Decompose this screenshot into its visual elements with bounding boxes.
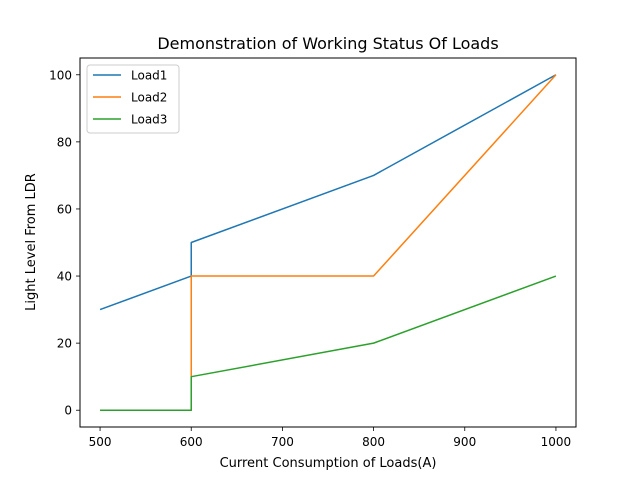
x-tick-label: 1000 — [541, 435, 572, 449]
y-tick-label: 20 — [57, 337, 72, 351]
legend-label-load1: Load1 — [131, 69, 167, 83]
y-tick-label: 0 — [64, 404, 72, 418]
y-tick-label: 80 — [57, 135, 72, 149]
y-axis-label: Light Level From LDR — [24, 173, 39, 311]
x-tick-label: 500 — [89, 435, 112, 449]
x-tick-label: 600 — [180, 435, 203, 449]
x-tick-label: 900 — [453, 435, 476, 449]
y-axis-ticks: 0 20 40 60 80 100 — [49, 68, 80, 418]
y-tick-label: 100 — [49, 68, 72, 82]
axes-frame — [79, 57, 577, 428]
plot-area — [99, 74, 557, 411]
x-axis-ticks: 500 600 700 800 900 1000 — [89, 427, 572, 449]
series-line-load3 — [100, 275, 557, 411]
legend-box — [86, 64, 180, 134]
chart-title: Demonstration of Working Status Of Loads — [157, 34, 498, 53]
legend: Load1 Load2 Load3 — [86, 64, 180, 134]
x-tick-label: 800 — [362, 435, 385, 449]
legend-label-load3: Load3 — [131, 113, 167, 127]
y-tick-label: 60 — [57, 202, 72, 216]
y-tick-label: 40 — [57, 270, 72, 284]
x-tick-label: 700 — [271, 435, 294, 449]
legend-label-load2: Load2 — [131, 91, 167, 105]
x-axis-label: Current Consumption of Loads(A) — [220, 456, 437, 471]
series-line-load1 — [99, 74, 557, 311]
